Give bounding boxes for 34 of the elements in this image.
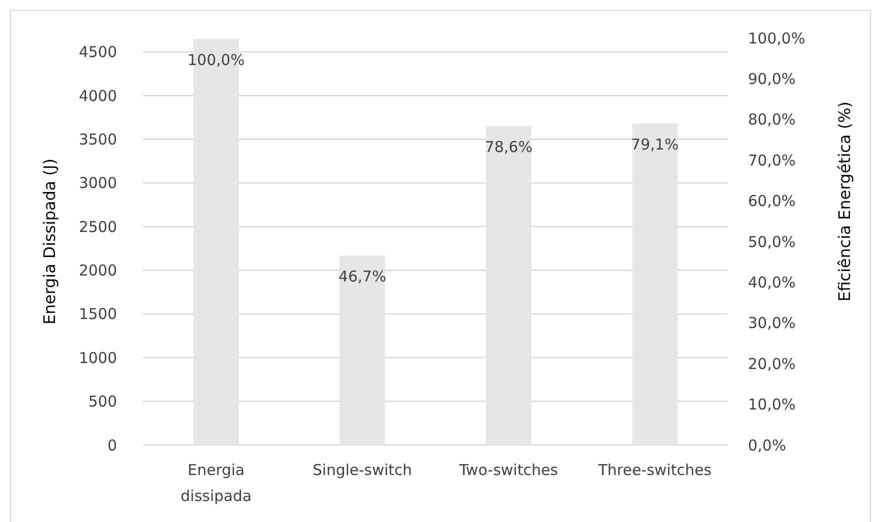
y-tick-label: 500	[88, 392, 117, 411]
y2-axis-title: Eficiência Energética (%)	[835, 101, 854, 302]
bar	[340, 255, 386, 445]
y2-tick-label: 60,0%	[748, 192, 796, 210]
y-tick-label: 3000	[78, 174, 117, 192]
x-tick-label: Three-switches	[597, 461, 712, 479]
y2-tick-label: 40,0%	[748, 273, 796, 292]
annotation: 46,7%	[338, 267, 386, 286]
y2-tick-label: 30,0%	[748, 314, 796, 332]
annotation: 79,1%	[631, 136, 679, 154]
y2-tick-label: 50,0%	[748, 232, 796, 251]
y2-tick-label: 80,0%	[748, 110, 796, 129]
y-tick-label: 1500	[78, 305, 117, 324]
annotation: 100,0%	[188, 50, 245, 69]
x-tick-label: Single-switch	[312, 461, 412, 479]
y-tick-label: 2000	[78, 262, 117, 280]
bar	[632, 124, 678, 445]
y2-tick-label: 10,0%	[748, 396, 796, 414]
y-tick-label: 1000	[78, 348, 117, 367]
y2-tick-label: 0,0%	[748, 436, 786, 454]
y-tick-label: 4000	[78, 86, 117, 105]
y2-tick-label: 90,0%	[748, 70, 796, 88]
y-tick-label: 2500	[78, 218, 117, 236]
x-tick-label: Two-switches	[458, 461, 558, 479]
y2-tick-label: 100,0%	[748, 29, 806, 48]
y2-tick-label: 20,0%	[748, 354, 796, 373]
y-tick-label: 3500	[78, 130, 117, 149]
bar	[486, 126, 532, 445]
y-tick-label: 0	[107, 436, 117, 454]
x-tick-label: Energia dissipada	[180, 461, 252, 505]
y-axis-title: Energia Dissipada (J)	[40, 158, 59, 324]
y-tick-label: 4500	[78, 43, 117, 62]
annotation: 78,6%	[484, 138, 532, 156]
y2-tick-label: 70,0%	[748, 151, 796, 170]
